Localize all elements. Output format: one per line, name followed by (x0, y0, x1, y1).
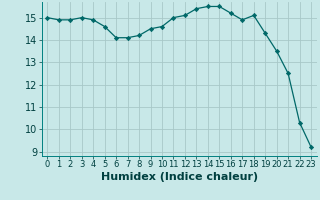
X-axis label: Humidex (Indice chaleur): Humidex (Indice chaleur) (100, 172, 258, 182)
